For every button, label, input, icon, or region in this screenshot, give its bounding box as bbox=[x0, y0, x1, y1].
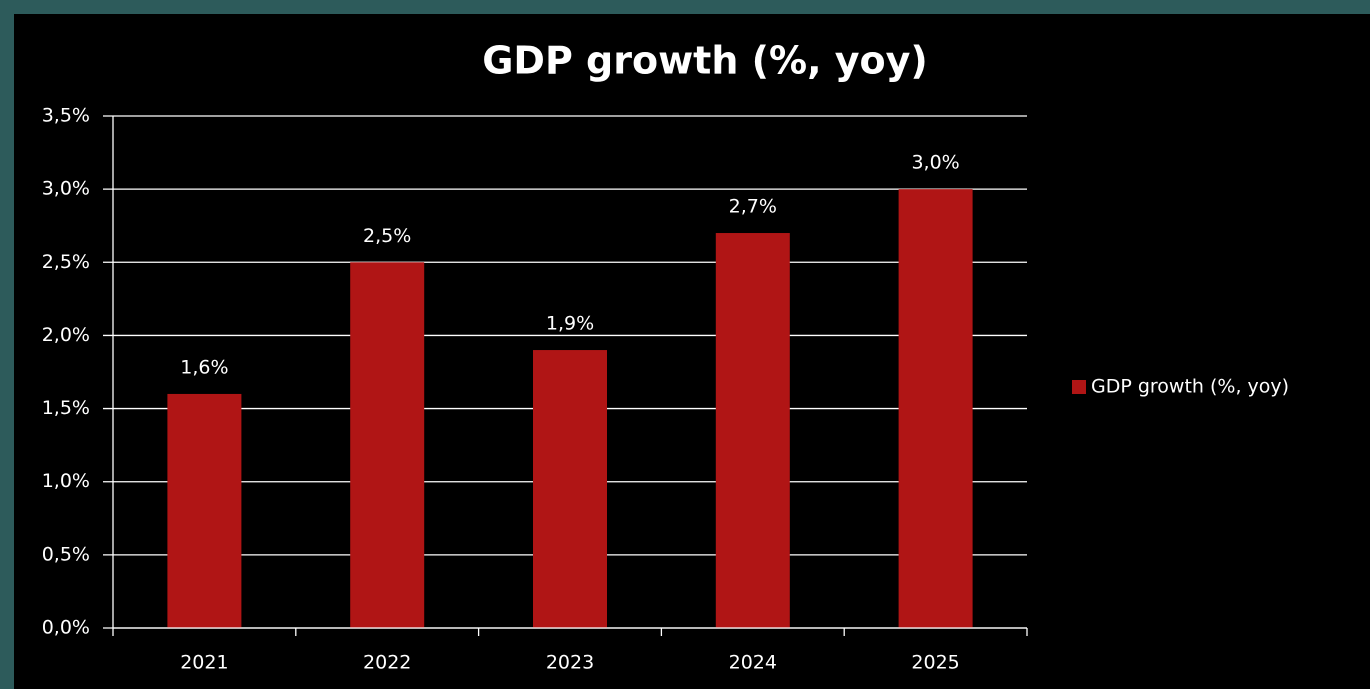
chart-title: GDP growth (%, yoy) bbox=[482, 39, 928, 83]
bar bbox=[898, 189, 973, 628]
data-label: 2,5% bbox=[363, 225, 411, 247]
x-tick-label: 2025 bbox=[911, 652, 959, 674]
bar bbox=[167, 393, 242, 628]
x-tick-label: 2023 bbox=[546, 652, 594, 674]
data-label: 3,0% bbox=[911, 152, 959, 174]
legend-label: GDP growth (%, yoy) bbox=[1091, 376, 1289, 398]
y-tick-label: 1,0% bbox=[42, 470, 90, 492]
legend-swatch bbox=[1072, 380, 1086, 394]
data-label: 1,6% bbox=[180, 356, 228, 378]
data-label: 1,9% bbox=[546, 313, 594, 335]
bar bbox=[350, 262, 425, 628]
y-tick-label: 3,0% bbox=[42, 178, 90, 200]
x-tick-label: 2021 bbox=[180, 652, 228, 674]
y-tick-label: 2,5% bbox=[42, 251, 90, 273]
y-tick-label: 0,5% bbox=[42, 543, 90, 565]
x-tick-label: 2022 bbox=[363, 652, 411, 674]
bar bbox=[715, 233, 790, 628]
data-label: 2,7% bbox=[729, 196, 777, 218]
y-tick-label: 1,5% bbox=[42, 397, 90, 419]
y-tick-label: 2,0% bbox=[42, 324, 90, 346]
y-tick-label: 3,5% bbox=[42, 105, 90, 127]
x-tick-label: 2024 bbox=[729, 652, 777, 674]
bar bbox=[533, 350, 607, 628]
y-tick-label: 0,0% bbox=[42, 617, 90, 639]
